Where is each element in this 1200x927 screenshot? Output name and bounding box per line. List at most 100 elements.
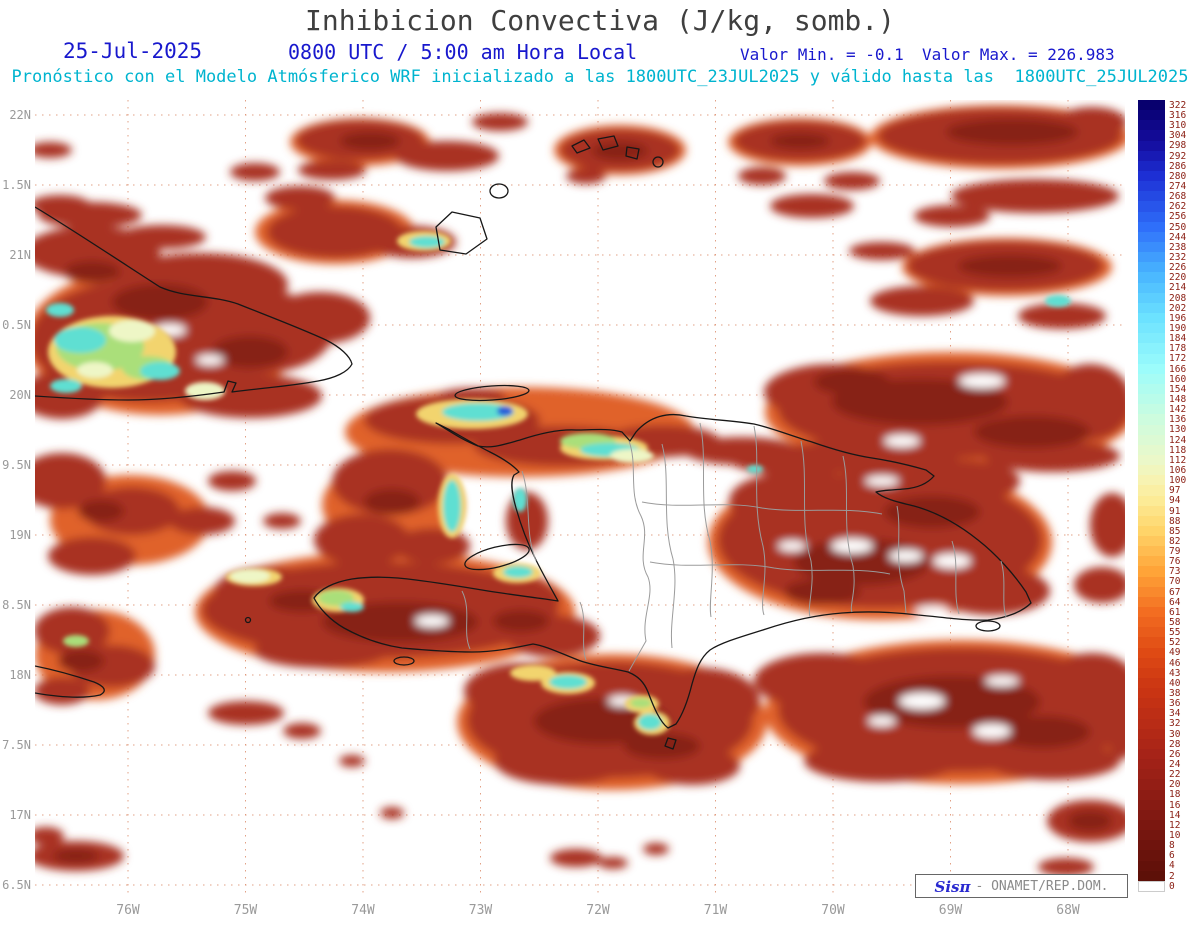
field-darkred-core <box>770 133 830 149</box>
colorbar-swatch <box>1138 424 1165 436</box>
field-green-patch <box>630 698 652 708</box>
colorbar-swatch <box>1138 657 1165 669</box>
field-red-blob <box>298 160 366 180</box>
colorbar-row: 142 <box>1138 404 1186 415</box>
colorbar-level-label: 166 <box>1169 363 1187 375</box>
colorbar-swatch <box>1138 546 1165 557</box>
colorbar-level-label: 58 <box>1169 617 1181 629</box>
colorbar-level-label: 4 <box>1169 860 1175 872</box>
field-red-blob <box>283 723 321 739</box>
colorbar-swatch <box>1138 353 1165 365</box>
coastlines <box>35 135 1032 750</box>
colorbar-swatch <box>1138 586 1165 598</box>
field-red-blob <box>84 487 180 535</box>
field-red-blob <box>870 286 974 316</box>
field-red-blob <box>566 168 606 184</box>
border-haiti-dr <box>628 440 651 672</box>
field-red-blob <box>270 292 370 344</box>
colorbar-row: 52 <box>1138 637 1180 649</box>
colorbar-level-label: 208 <box>1169 292 1187 304</box>
colorbar-level-label: 43 <box>1169 667 1181 679</box>
colorbar-level-label: 34 <box>1169 708 1181 720</box>
field-pale-patch <box>185 382 225 400</box>
field-red-blob <box>934 567 1050 615</box>
field-red-blob <box>1104 683 1125 759</box>
field-cyan-patch <box>140 362 180 380</box>
colorbar-swatch <box>1138 576 1165 588</box>
lat-tick-label: 0.5N <box>2 318 31 332</box>
field-white-hole <box>868 716 896 726</box>
lon-tick-label: 73W <box>468 903 493 918</box>
colorbar-swatch <box>1138 525 1165 537</box>
colorbar-level-label: 49 <box>1169 647 1181 659</box>
border-province <box>461 590 471 650</box>
colorbar-row: 26 <box>1138 749 1180 760</box>
field-red-blob <box>254 634 390 668</box>
coast-little-inagua <box>489 183 509 199</box>
colorbar-row: 2 <box>1138 870 1175 882</box>
lat-tick-label: 21N <box>9 248 31 262</box>
colorbar-level-label: 268 <box>1169 191 1187 203</box>
colorbar-swatch <box>1138 404 1165 415</box>
colorbar-swatch <box>1138 312 1165 324</box>
pi-symbol: π <box>959 877 971 896</box>
field-white-hole <box>415 615 449 627</box>
field-cyan-patch <box>503 566 533 578</box>
colorbar: 322 316 310 304 298 292 286 280 274 268 262 256 250 2… <box>1138 100 1200 892</box>
colorbar-swatch <box>1138 363 1165 375</box>
field-cyan-patch <box>54 327 106 353</box>
colorbar-level-label: 292 <box>1169 150 1187 162</box>
colorbar-row: 24 <box>1138 759 1180 770</box>
field-darkred-core <box>53 849 99 863</box>
colorbar-row: 82 <box>1138 536 1180 547</box>
field-red-blob <box>314 514 410 566</box>
coast-navassa <box>244 616 252 624</box>
colorbar-row: 6 <box>1138 850 1175 862</box>
colorbar-swatch <box>1138 769 1165 781</box>
colorbar-level-label: 28 <box>1169 738 1181 750</box>
field-cyan-patch <box>409 236 445 248</box>
colorbar-level-label: 136 <box>1169 414 1187 426</box>
cin-field-accents <box>46 231 1071 735</box>
colorbar-swatch <box>1138 830 1165 841</box>
colorbar-swatch <box>1138 394 1165 405</box>
field-red-blob <box>951 179 1119 213</box>
map-canvas <box>35 100 1125 893</box>
lat-tick-label: 17N <box>9 808 31 822</box>
colorbar-swatch <box>1138 100 1165 111</box>
field-white-hole <box>933 554 971 568</box>
field-red-blob <box>48 537 136 575</box>
colorbar-row: 16 <box>1138 799 1180 811</box>
colorbar-level-label: 14 <box>1169 809 1181 821</box>
field-red-blob <box>35 827 64 845</box>
field-yellow-patch <box>510 665 556 681</box>
colorbar-level-label: 76 <box>1169 556 1181 568</box>
colorbar-level-label: 46 <box>1169 657 1181 669</box>
colorbar-row: 250 <box>1138 221 1186 233</box>
field-white-hole <box>915 606 949 616</box>
colorbar-level-label: 100 <box>1169 475 1187 487</box>
colorbar-swatch <box>1138 444 1165 456</box>
field-darkred-core <box>322 602 478 642</box>
colorbar-swatch <box>1138 333 1165 344</box>
colorbar-row: 292 <box>1138 150 1187 162</box>
field-darkred-core <box>974 416 1090 448</box>
colorbar-level-label: 64 <box>1169 596 1181 608</box>
field-red-blob <box>35 453 106 509</box>
field-darkred-core <box>794 539 930 585</box>
field-white-hole <box>778 541 806 551</box>
colorbar-swatch <box>1138 637 1165 649</box>
colorbar-row: 112 <box>1138 454 1186 466</box>
colorbar-swatch <box>1138 749 1165 760</box>
field-darkred-core <box>624 733 700 759</box>
colorbar-level-label: 196 <box>1169 312 1187 324</box>
field-red-blob <box>738 167 786 185</box>
colorbar-level-label: 130 <box>1169 424 1187 436</box>
field-cyan-patch <box>513 488 527 512</box>
colorbar-row: 61 <box>1138 607 1180 618</box>
field-red-blob <box>35 607 110 655</box>
colorbar-swatch <box>1138 201 1165 213</box>
field-red-blob <box>849 242 915 260</box>
colorbar-swatch <box>1138 505 1165 517</box>
field-red-blob <box>824 172 880 190</box>
